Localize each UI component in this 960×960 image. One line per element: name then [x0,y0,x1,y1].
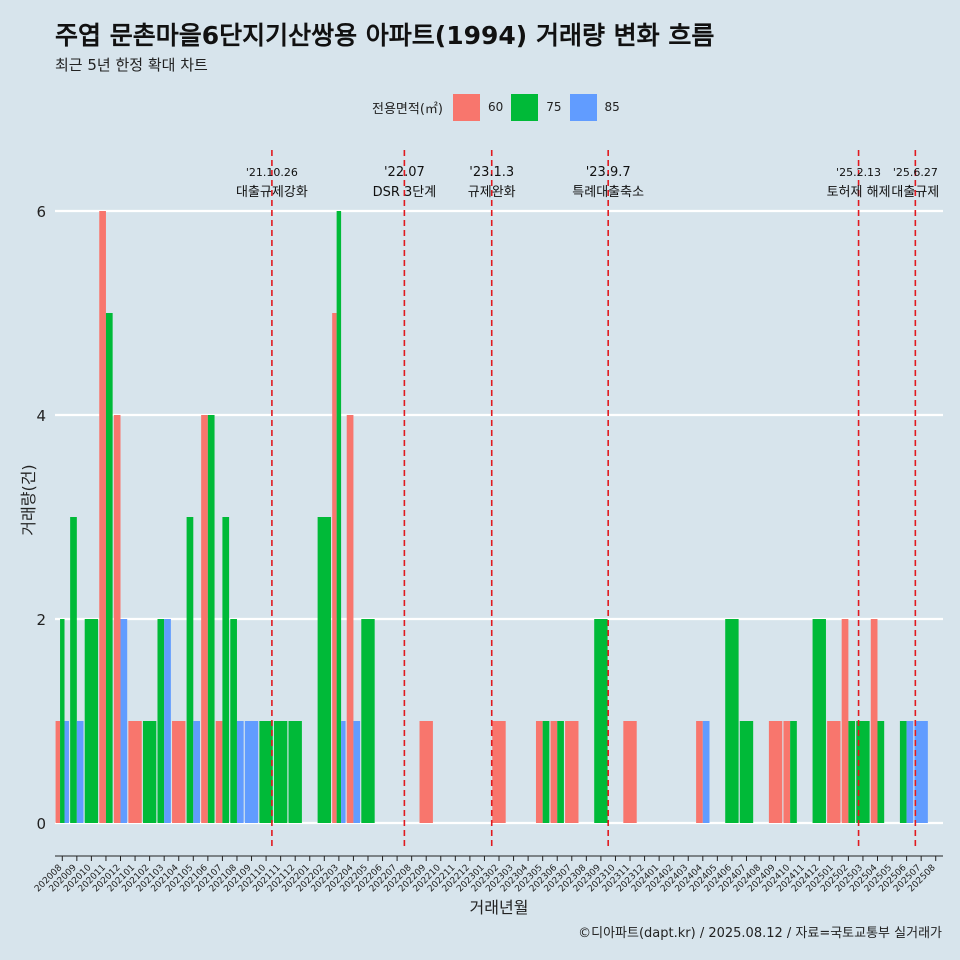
event-name-label: DSR 3단계 [373,185,437,200]
bar-75-202203 [336,211,342,823]
bar-85-202103 [164,619,171,823]
legend-item-60: 60 [452,93,504,121]
bar-75-202110 [259,721,273,823]
bar-60-202311 [623,721,637,823]
bar-85-202203 [341,721,346,823]
bar-60-202410 [783,721,791,823]
legend-label-60: 60 [487,100,504,114]
bar-75-202412 [812,619,826,823]
bar-85-202009 [76,721,84,823]
legend-swatch-85 [569,93,597,121]
bar-75-202502 [848,721,856,823]
bar-75-202108 [230,619,237,823]
bar-60-202307 [565,721,579,823]
chart-subtitle: 최근 5년 한정 확대 차트 [55,56,208,74]
bar-75-202009 [70,517,77,823]
legend-item-75: 75 [511,93,562,121]
bar-60-202502 [841,619,849,823]
x-axis-label: 거래년월 [470,898,529,917]
bar-60-202409 [768,721,783,823]
bar-75-202106 [207,415,215,823]
event-name-label: 규제완화 [468,185,516,200]
bar-75-202410 [790,721,797,823]
legend-label-85: 85 [604,100,620,114]
bar-75-202010 [84,619,99,823]
y-tick-label: 6 [36,203,46,221]
bar-75-202105 [186,517,194,823]
event-name-label: 대출규제 [891,185,939,200]
bar-60-202306 [550,721,558,823]
legend-item-85: 85 [569,93,620,121]
bar-60-202012 [113,415,121,823]
bar-75-202202 [317,517,332,823]
footer-credit: ©디아파트(dapt.kr) / 2025.08.12 / 자료=국토교통부 실… [578,926,942,941]
bar-60-202106 [201,415,208,823]
event-name-label: 대출규제강화 [236,185,308,200]
bar-60-202107 [215,721,223,823]
bar-75-202205 [361,619,375,823]
bar-75-202407 [739,721,754,823]
chart-title: 주엽 문촌마을6단지기산쌍용 아파트(1994) 거래량 변화 흐름 [55,21,715,50]
event-name-label: 특례대출축소 [572,185,644,200]
legend-label-75: 75 [546,100,562,114]
bar-60-202008 [55,721,61,823]
bar-75-202506 [899,721,907,823]
bar-85-202204 [353,721,361,823]
bar-75-202112 [288,721,302,823]
bar-60-202501 [827,721,841,823]
bar-60-202203 [332,313,337,823]
bar-60-202504 [870,619,878,823]
legend: 전용면적(㎡) 60 75 85 [372,92,628,122]
bar-75-202305 [542,721,550,823]
bar-60-202302 [492,721,506,823]
bar-75-202107 [222,517,230,823]
bar-75-202309 [594,619,608,823]
event-date-label: '23.9.7 [586,165,631,180]
y-tick-label: 4 [36,407,46,425]
bar-60-202204 [346,415,354,823]
event-date-label: '22.07 [384,165,425,180]
bar-75-202111 [273,721,288,823]
y-tick-label: 2 [36,611,46,629]
bar-60-202209 [419,721,433,823]
bar-75-202011 [105,313,113,823]
bar-85-202109 [244,721,259,823]
y-axis-label: 거래량(건) [19,464,38,535]
legend-swatch-60 [452,93,480,121]
event-date-label: '25.6.27 [893,166,938,179]
bar-85-202008 [64,721,69,823]
bar-85-202507 [914,721,928,823]
bar-85-202105 [193,721,200,823]
bar-85-202404 [702,721,710,823]
bar-75-202306 [557,721,564,823]
event-date-label: '25.2.13 [836,166,881,179]
bar-60-202101 [128,721,142,823]
bar-60-202104 [172,721,186,823]
bar-75-202103 [157,619,165,823]
bar-60-202011 [99,211,106,823]
bar-60-202404 [696,721,703,823]
legend-title: 전용면적(㎡) [372,101,443,117]
bar-75-202406 [725,619,739,823]
bar-60-202305 [535,721,543,823]
y-tick-label: 0 [36,815,46,833]
bar-75-202503 [856,721,870,823]
bar-85-202506 [906,721,914,823]
bar-85-202108 [236,721,244,823]
legend-swatch-75 [511,93,539,121]
event-date-label: '23.1.3 [469,165,514,180]
event-date-label: '21.10.26 [246,166,298,179]
bar-75-202504 [877,721,885,823]
bar-75-202008 [60,619,65,823]
event-name-label: 토허제 해제 [827,185,891,200]
bar-75-202102 [142,721,157,823]
bar-85-202012 [120,619,128,823]
